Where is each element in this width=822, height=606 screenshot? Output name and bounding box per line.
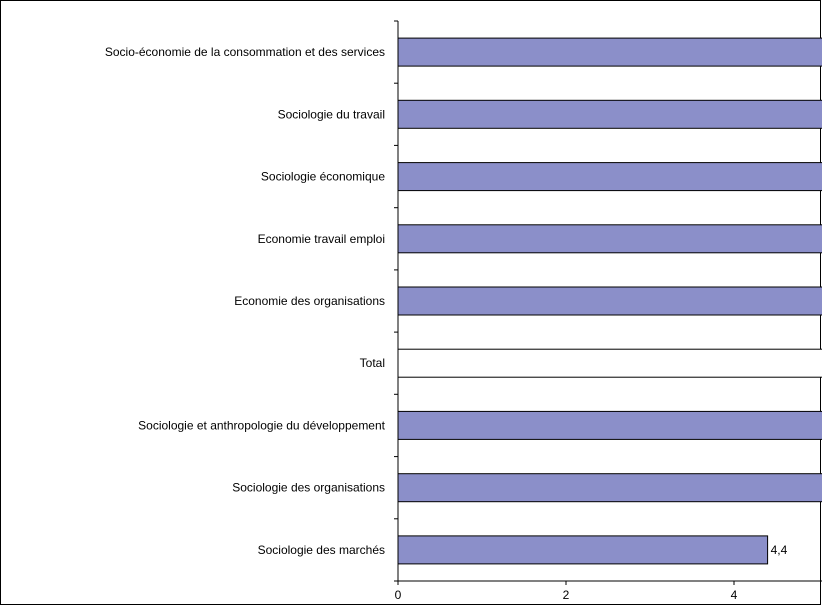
bar [397, 224, 822, 254]
x-tick-label: 0 [395, 588, 402, 602]
bar [397, 410, 822, 440]
bar [397, 348, 822, 378]
category-label: Socio-économie de la consommation et des… [105, 45, 385, 59]
x-tick-label: 4 [731, 588, 738, 602]
category-label: Sociologie du travail [278, 107, 385, 121]
x-tick-label: 2 [563, 588, 570, 602]
bar [397, 286, 822, 316]
bar [397, 162, 822, 192]
category-label: Sociologie économique [261, 170, 385, 184]
bar [397, 473, 822, 503]
category-label: Total [360, 356, 385, 370]
bar [397, 37, 822, 67]
category-label: Sociologie des organisations [232, 481, 385, 495]
category-label: Sociologie des marchés [258, 543, 385, 557]
category-label: Sociologie et anthropologie du développe… [138, 418, 386, 432]
value-label: 4,4 [771, 543, 788, 557]
bar [397, 99, 822, 129]
category-label: Economie des organisations [234, 294, 385, 308]
bar [397, 535, 769, 565]
category-label: Economie travail emploi [258, 232, 385, 246]
